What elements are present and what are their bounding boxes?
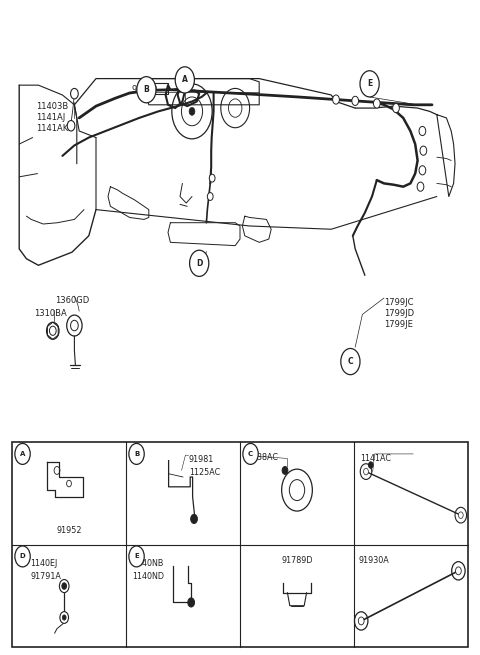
Circle shape (458, 512, 463, 519)
Text: 1338AC: 1338AC (247, 453, 278, 462)
Text: 1140ND: 1140ND (132, 572, 164, 581)
Circle shape (420, 146, 427, 155)
Text: C: C (248, 451, 253, 457)
Circle shape (360, 71, 379, 97)
Text: C: C (348, 357, 353, 366)
Circle shape (15, 443, 30, 464)
Circle shape (175, 67, 194, 93)
Circle shape (419, 166, 426, 175)
Circle shape (67, 121, 75, 131)
Circle shape (243, 443, 258, 464)
Text: 1140NB: 1140NB (132, 559, 163, 568)
Text: 11403B
1141AJ
1141AK: 11403B 1141AJ 1141AK (36, 102, 68, 133)
Circle shape (62, 583, 67, 590)
Circle shape (352, 96, 359, 105)
Circle shape (71, 88, 78, 99)
Text: A: A (20, 451, 25, 457)
Circle shape (282, 466, 288, 474)
Text: E: E (367, 79, 372, 88)
Text: 91791A: 91791A (30, 572, 61, 581)
Circle shape (189, 107, 195, 115)
Text: 1310BA: 1310BA (35, 309, 67, 318)
Circle shape (364, 468, 369, 475)
Circle shape (419, 126, 426, 136)
Circle shape (207, 193, 213, 200)
Circle shape (62, 615, 66, 620)
Circle shape (209, 174, 215, 182)
Circle shape (190, 250, 209, 276)
Bar (149, 83, 168, 94)
Text: 1141AC: 1141AC (360, 454, 391, 463)
Text: B: B (134, 451, 139, 457)
Text: 1360GD: 1360GD (55, 296, 89, 305)
Circle shape (188, 598, 194, 607)
Text: 1799JC
1799JD
1799JE: 1799JC 1799JD 1799JE (384, 298, 414, 329)
Text: 91930A: 91930A (359, 556, 390, 565)
Text: 91981: 91981 (189, 455, 214, 464)
Circle shape (373, 99, 380, 108)
Circle shape (129, 443, 144, 464)
Circle shape (333, 95, 339, 104)
Circle shape (49, 326, 56, 335)
Text: A: A (182, 75, 188, 84)
Circle shape (417, 182, 424, 191)
Circle shape (358, 617, 364, 625)
Circle shape (393, 103, 399, 113)
Circle shape (129, 546, 144, 567)
Text: 91400: 91400 (132, 85, 158, 94)
Bar (12, 442, 468, 647)
Text: 91789D: 91789D (281, 556, 313, 565)
Text: 1125AC: 1125AC (189, 468, 220, 477)
Circle shape (456, 567, 461, 575)
Circle shape (341, 348, 360, 375)
Text: E: E (134, 553, 139, 559)
Text: 91952: 91952 (56, 526, 82, 534)
Text: D: D (20, 553, 25, 559)
Circle shape (60, 580, 69, 593)
Text: B: B (144, 85, 149, 94)
Circle shape (137, 77, 156, 103)
Circle shape (369, 462, 373, 468)
Circle shape (15, 546, 30, 567)
Text: 1140EJ: 1140EJ (30, 559, 58, 568)
Text: D: D (196, 259, 203, 268)
Circle shape (191, 514, 197, 523)
Circle shape (60, 612, 69, 624)
